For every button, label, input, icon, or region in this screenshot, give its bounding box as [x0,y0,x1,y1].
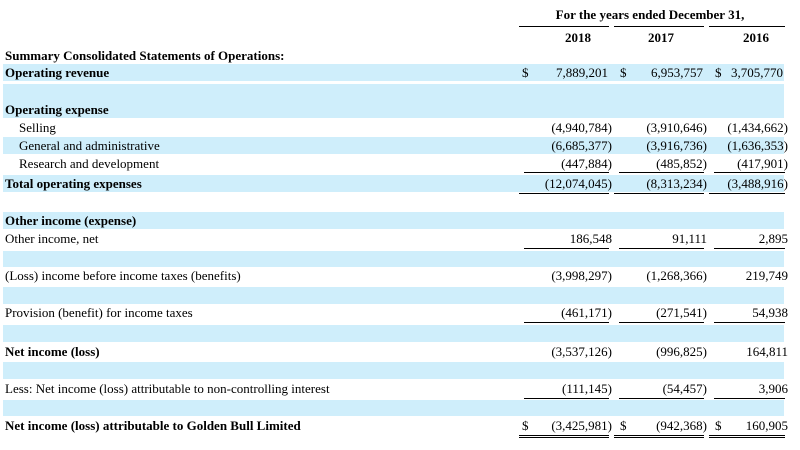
value-2017: (1,268,366) [646,268,707,283]
row-label: Research and development [19,156,160,171]
table-row-net-income: Net income (loss) (3,537,126) (996,825) … [3,343,788,360]
subtotal-rule [524,322,609,323]
band-spacer [3,84,784,101]
table-row-research-development: Research and development (447,884) (485,… [3,155,788,172]
subtotal-rule [619,172,704,173]
row-label: General and administrative [19,138,160,153]
value-2016: (1,434,662) [727,120,788,135]
subtotal-rule [524,172,609,173]
subtotal-rule [714,172,785,173]
band-spacer [3,287,784,304]
table-row-total-operating-expenses: Total operating expenses (12,074,045) (8… [3,175,788,192]
table-row-general-administrative: General and administrative (6,685,377) (… [3,137,788,154]
row-label: Net income (loss) [5,344,100,359]
total-rule [519,193,609,194]
table-row-summary: Summary Consolidated Statements of Opera… [3,47,784,64]
value-2018: (6,685,377) [551,138,612,153]
year-rule [709,26,785,27]
row-label: Other income, net [5,231,99,246]
row-label: (Loss) income before income taxes (benef… [5,268,241,283]
value-2016: (1,636,353) [727,138,788,153]
row-label: Total operating expenses [5,176,142,191]
value-2018: (3,425,981) [551,418,612,433]
value-2017: (485,852) [656,156,707,171]
value-2016: 3,906 [758,381,788,396]
value-2017: 6,953,757 [651,65,703,80]
table-row-other-income-net: Other income, net 186,548 91,111 2,895 [3,230,788,247]
value-2017: (3,910,646) [646,120,707,135]
value-2017: (942,368) [656,418,707,433]
subtotal-rule [714,248,785,249]
value-2016: 54,938 [752,305,788,320]
value-2018: (3,537,126) [551,344,612,359]
table-row-non-controlling-interest: Less: Net income (loss) attributable to … [3,380,788,397]
table-row-net-income-golden-bull: Net income (loss) attributable to Golden… [3,417,788,434]
value-2018: 186,548 [569,231,612,246]
table-row-income-before-taxes: (Loss) income before income taxes (benef… [3,267,788,284]
row-label: Other income (expense) [5,213,137,228]
value-2016: (3,488,916) [727,176,788,191]
row-label: Less: Net income (loss) attributable to … [5,381,330,396]
table-row-operating-expense: Operating expense [3,101,784,118]
currency-symbol: $ [522,65,529,80]
table-row-provision-taxes: Provision (benefit) for income taxes (46… [3,304,788,321]
year-2016: 2016 [743,30,769,45]
row-label: Net income (loss) attributable to Golden… [5,418,301,433]
value-2017: (8,313,234) [646,176,707,191]
currency-symbol: $ [522,418,529,433]
row-label: Summary Consolidated Statements of Opera… [5,48,285,63]
subtotal-rule [714,398,785,399]
subtotal-rule [524,248,609,249]
value-2018: (4,940,784) [551,120,612,135]
year-rule [614,26,704,27]
total-rule [709,193,785,194]
year-rule [519,26,609,27]
row-label: Operating revenue [5,65,110,80]
value-2017: (3,916,736) [646,138,707,153]
band-spacer [3,400,784,416]
currency-symbol: $ [715,418,722,433]
currency-symbol: $ [715,65,722,80]
band-spacer [3,325,784,342]
total-rule [614,193,704,194]
grand-total-rule [519,435,609,438]
subtotal-rule [524,398,609,399]
period-header: For the years ended December 31, [555,7,745,22]
value-2018: (3,998,297) [551,268,612,283]
subtotal-rule [714,322,785,323]
table-row-selling: Selling (4,940,784) (3,910,646) (1,434,6… [3,119,788,136]
subtotal-rule [619,322,704,323]
band-spacer [3,251,784,267]
value-2017: (996,825) [656,344,707,359]
value-2016: 3,705,770 [731,65,783,80]
value-2016: 160,905 [745,418,788,433]
currency-symbol: $ [620,418,627,433]
grand-total-rule [709,435,785,438]
band-spacer [3,362,784,379]
value-2016: 164,811 [746,344,788,359]
year-2017: 2017 [648,30,674,45]
subtotal-rule [619,398,704,399]
value-2018: (111,145) [562,381,612,396]
value-2018: (461,171) [561,305,612,320]
grand-total-rule [614,435,704,438]
value-2018: 7,889,201 [556,65,608,80]
value-2017: 91,111 [672,231,707,246]
value-2016: (417,901) [737,156,788,171]
row-label: Provision (benefit) for income taxes [5,305,193,320]
value-2016: 2,895 [758,231,788,246]
table-row-operating-revenue: Operating revenue $ 7,889,201 $ 6,953,75… [3,64,784,81]
subtotal-rule [619,248,704,249]
row-label: Selling [19,120,56,135]
table-row-other-income-header: Other income (expense) [3,212,784,229]
currency-symbol: $ [620,65,627,80]
value-2017: (271,541) [656,305,707,320]
value-2017: (54,457) [662,381,707,396]
year-2018: 2018 [565,30,591,45]
value-2018: (12,074,045) [544,176,612,191]
row-label: Operating expense [5,102,109,117]
value-2016: 219,749 [745,268,788,283]
value-2018: (447,884) [561,156,612,171]
